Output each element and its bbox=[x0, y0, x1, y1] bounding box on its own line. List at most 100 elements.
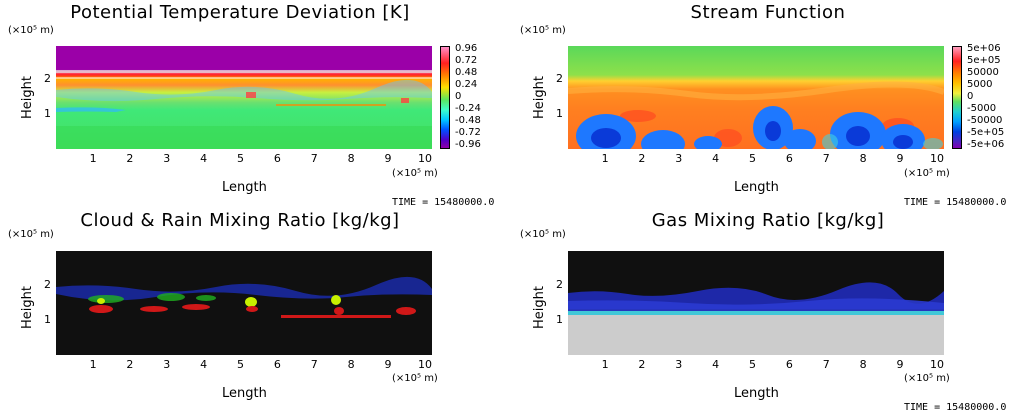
x-tick-label: 5 bbox=[237, 358, 244, 371]
heatmap-stream-function bbox=[568, 46, 944, 149]
colorbar-label: 5e+06 bbox=[967, 43, 1001, 54]
x-tick-label: 5 bbox=[237, 152, 244, 165]
y-unit-label: (×10⁵ m) bbox=[520, 25, 566, 36]
colorbar-label: 0 bbox=[455, 91, 462, 102]
y-axis-label: Height bbox=[531, 76, 547, 119]
colorbar-label: 0.96 bbox=[455, 43, 478, 54]
x-tick-label: 2 bbox=[638, 358, 646, 371]
x-unit-label: (×10⁵ m) bbox=[392, 168, 438, 179]
colorbar bbox=[952, 46, 962, 149]
x-tick-label: 6 bbox=[785, 152, 793, 165]
x-tick-label: 2 bbox=[638, 152, 646, 165]
y-tick-label: 2 bbox=[556, 72, 563, 85]
panel-potential-temperature: Potential Temperature Deviation [K] (×10… bbox=[0, 0, 512, 208]
x-tick-label: 5 bbox=[749, 152, 756, 165]
x-tick-label: 1 bbox=[89, 358, 97, 371]
x-unit-label: (×10⁵ m) bbox=[392, 373, 438, 384]
x-tick-label: 8 bbox=[347, 358, 355, 371]
colorbar-label: 5000 bbox=[967, 79, 993, 90]
x-tick-label: 1 bbox=[601, 152, 609, 165]
x-tick-label: 9 bbox=[384, 358, 392, 371]
x-tick-label: 6 bbox=[273, 152, 281, 165]
plot-area bbox=[56, 251, 432, 355]
y-tick-label: 1 bbox=[556, 107, 563, 120]
x-tick-label: 7 bbox=[310, 358, 318, 371]
x-tick-label: 1 bbox=[601, 358, 609, 371]
colorbar-label: -0.48 bbox=[455, 115, 481, 126]
x-tick-label: 10 bbox=[930, 152, 945, 165]
heatmap-cloud-rain bbox=[56, 251, 432, 355]
colorbar-label: -0.24 bbox=[455, 103, 481, 114]
x-tick-label: 8 bbox=[859, 358, 867, 371]
x-tick-label: 2 bbox=[126, 152, 134, 165]
x-axis-label: Length bbox=[734, 180, 779, 195]
y-unit-label: (×10⁵ m) bbox=[520, 229, 566, 240]
x-tick-label: 7 bbox=[310, 152, 318, 165]
x-tick-label: 4 bbox=[712, 358, 720, 371]
x-axis-label: Length bbox=[222, 180, 267, 195]
x-tick-label: 10 bbox=[930, 358, 945, 371]
x-tick-label: 4 bbox=[200, 358, 208, 371]
x-axis-label: Length bbox=[222, 386, 267, 401]
x-tick-label: 4 bbox=[712, 152, 720, 165]
panel-gas-mixing: Gas Mixing Ratio [kg/kg] (×10⁵ m) Height… bbox=[512, 206, 1024, 413]
y-axis-label: Height bbox=[19, 76, 35, 119]
colorbar-label: -5e+06 bbox=[967, 139, 1005, 150]
colorbar-label: -5000 bbox=[967, 103, 997, 114]
x-tick-label: 9 bbox=[384, 152, 392, 165]
colorbar-label: 5e+05 bbox=[967, 55, 1001, 66]
heatmap-gas-mixing bbox=[568, 251, 944, 355]
colorbar-label: 0.24 bbox=[455, 79, 478, 90]
plot-area bbox=[568, 46, 944, 149]
x-unit-label: (×10⁵ m) bbox=[904, 373, 950, 384]
y-tick-label: 1 bbox=[44, 107, 51, 120]
colorbar-label: 0.72 bbox=[455, 55, 478, 66]
colorbar-label: 50000 bbox=[967, 67, 999, 78]
y-unit-label: (×10⁵ m) bbox=[8, 229, 54, 240]
y-tick-label: 2 bbox=[556, 278, 563, 291]
y-unit-label: (×10⁵ m) bbox=[8, 25, 54, 36]
x-tick-label: 2 bbox=[126, 358, 134, 371]
x-tick-label: 9 bbox=[896, 358, 904, 371]
y-axis-label: Height bbox=[19, 286, 35, 329]
x-tick-label: 8 bbox=[347, 152, 355, 165]
time-stamp: TIME = 15480000.0 bbox=[904, 402, 1007, 413]
colorbar-label: -0.96 bbox=[455, 139, 481, 150]
time-stamp: TIME = 15480000.0 bbox=[904, 197, 1007, 208]
colorbar-label: 0 bbox=[967, 91, 974, 102]
y-tick-label: 2 bbox=[44, 278, 51, 291]
x-tick-label: 10 bbox=[418, 152, 433, 165]
colorbar-label: -50000 bbox=[967, 115, 1003, 126]
time-stamp: TIME = 15480000.0 bbox=[392, 197, 495, 208]
y-tick-label: 1 bbox=[556, 313, 563, 326]
y-axis-label: Height bbox=[531, 286, 547, 329]
x-axis-label: Length bbox=[734, 386, 779, 401]
chart-title: Cloud & Rain Mixing Ratio [kg/kg] bbox=[80, 210, 400, 231]
x-tick-label: 7 bbox=[822, 152, 830, 165]
chart-title: Potential Temperature Deviation [K] bbox=[70, 2, 410, 23]
chart-title: Stream Function bbox=[690, 2, 846, 23]
y-tick-label: 2 bbox=[44, 72, 51, 85]
x-tick-label: 7 bbox=[822, 358, 830, 371]
x-tick-label: 9 bbox=[896, 152, 904, 165]
x-tick-label: 5 bbox=[749, 358, 756, 371]
plot-area bbox=[568, 251, 944, 355]
x-tick-label: 3 bbox=[675, 358, 683, 371]
x-tick-label: 6 bbox=[273, 358, 281, 371]
x-tick-label: 6 bbox=[785, 358, 793, 371]
plot-area bbox=[56, 46, 432, 149]
colorbar-label: -0.72 bbox=[455, 127, 481, 138]
chart-title: Gas Mixing Ratio [kg/kg] bbox=[651, 210, 885, 231]
heatmap-potential-temperature bbox=[56, 46, 432, 149]
x-tick-label: 3 bbox=[675, 152, 683, 165]
panel-cloud-rain: Cloud & Rain Mixing Ratio [kg/kg] (×10⁵ … bbox=[0, 206, 512, 412]
x-unit-label: (×10⁵ m) bbox=[904, 168, 950, 179]
panel-stream-function: Stream Function (×10⁵ m) Height 2 1 bbox=[512, 0, 1024, 208]
x-tick-label: 3 bbox=[163, 358, 171, 371]
x-tick-label: 10 bbox=[418, 358, 433, 371]
x-tick-label: 4 bbox=[200, 152, 208, 165]
x-tick-label: 1 bbox=[89, 152, 97, 165]
x-tick-label: 3 bbox=[163, 152, 171, 165]
y-tick-label: 1 bbox=[44, 313, 51, 326]
colorbar-label: 0.48 bbox=[455, 67, 478, 78]
